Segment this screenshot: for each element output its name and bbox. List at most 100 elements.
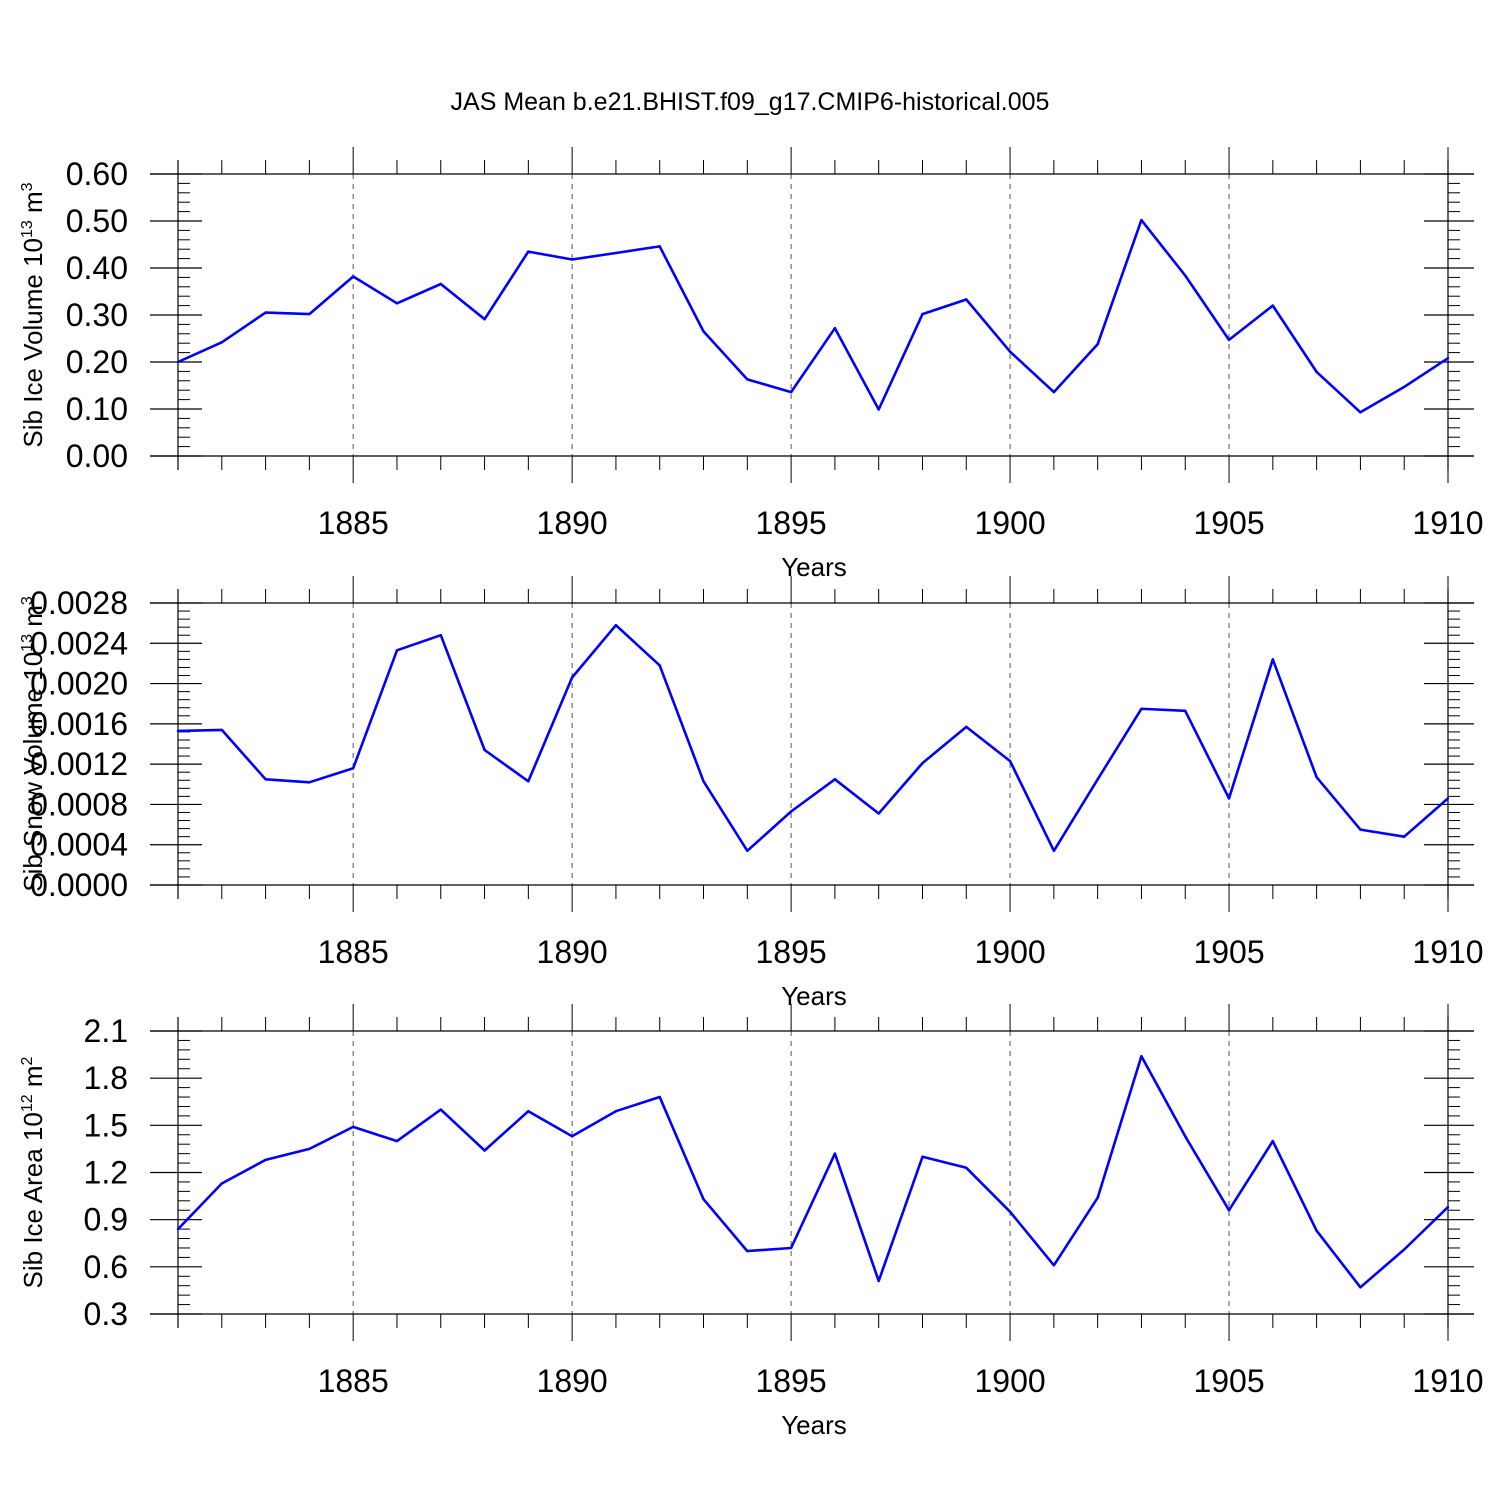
series-line [177,218,1449,414]
data-point [570,258,574,261]
data-point [1184,709,1187,712]
data-point [833,778,837,781]
data-point [702,330,705,333]
data-point [1446,797,1450,800]
chart-panel-1: 0.00 0.10 0.20 0.30 0.40 0.50 0.60 1885 1890 1895… [18,147,1484,582]
data-point [220,1182,223,1185]
x-tick-label: 1900 [974,1363,1045,1399]
y-tick-label: 1.8 [84,1060,128,1096]
data-point [1403,385,1406,389]
data-point [877,1279,880,1283]
x-tick-label: 1910 [1412,934,1483,970]
x-tick-label: 1885 [318,934,389,970]
y-tick-label: 0.10 [66,391,128,427]
y-tick-label: 0.40 [66,250,128,286]
data-point [220,728,223,732]
data-point [220,341,223,344]
data-point [176,729,180,733]
data-point [965,1166,968,1169]
y-axis-label: Sib Ice Area 1012 m2 [18,1056,48,1288]
data-point [439,634,442,637]
y-tick-label: 0.30 [66,297,128,333]
data-point [439,282,442,286]
y-tick-label: 0.0016 [30,706,128,742]
data-point [1227,797,1231,800]
data-point [746,378,749,381]
x-tick-label: 1895 [756,1363,827,1399]
data-point [264,778,267,781]
data-point [351,1125,355,1129]
data-point [483,318,486,321]
data-point [877,408,880,411]
data-point [527,780,530,783]
y-tick-label: 1.2 [84,1155,128,1191]
data-point [351,275,355,278]
data-point [439,1108,442,1111]
x-tick-label: 1900 [974,934,1045,970]
x-tick-label: 1905 [1193,934,1264,970]
data-point [965,298,968,301]
data-point [921,312,924,316]
data-point [1008,1210,1012,1214]
data-point [1315,370,1318,374]
data-point [527,1109,530,1113]
data-point [1359,828,1362,831]
data-point [176,360,180,364]
chart-panel-2: 0.0000 0.0004 0.0008 0.0012 0.0016 0.0020 0.00… [18,576,1484,1011]
data-point [1271,1139,1275,1143]
data-point [308,781,311,784]
data-point [833,326,837,330]
x-tick-label: 1910 [1412,1363,1483,1399]
series-line [177,1054,1449,1289]
data-point [1052,1264,1056,1267]
data-point [395,302,399,305]
x-axis-label: Years [781,981,847,1011]
x-tick-label: 1890 [537,1363,608,1399]
data-point [1140,218,1143,222]
data-point [1008,350,1012,353]
data-point [1184,1135,1187,1138]
data-point [702,1198,705,1201]
y-tick-label: 0.6 [84,1249,128,1285]
data-point [483,1149,486,1152]
x-axis-label: Years [781,1410,847,1440]
data-point [570,676,574,679]
x-tick-label: 1885 [318,505,389,541]
data-point [1446,357,1450,360]
y-tick-label: 0.0004 [30,827,128,863]
x-tick-label: 1905 [1193,1363,1264,1399]
data-point [1359,1286,1362,1289]
chart-title: JAS Mean b.e21.BHIST.f09_g17.CMIP6-histo… [451,88,1050,116]
data-point [1315,776,1318,779]
x-tick-label: 1895 [756,505,827,541]
data-point [395,649,399,652]
x-tick-label: 1885 [318,1363,389,1399]
data-point [264,311,267,314]
data-point [1052,390,1056,394]
y-tick-label: 0.9 [84,1202,128,1238]
y-tick-label: 0.00 [66,438,128,474]
y-axis-label: Sib Snow Volume 1013 m3 [18,596,48,892]
data-point [614,251,618,255]
y-tick-label: 0.0020 [30,666,128,702]
data-point [1315,1229,1318,1232]
data-point [877,812,880,815]
x-tick-label: 1900 [974,505,1045,541]
y-tick-label: 0.60 [66,156,128,192]
data-point [833,1152,837,1155]
data-point [614,1109,618,1113]
data-point [1271,304,1275,307]
y-tick-label: 2.1 [84,1013,128,1049]
data-point [1227,338,1231,342]
data-point [658,245,661,248]
data-point [658,664,661,667]
data-point [1096,778,1099,781]
data-point [1140,1054,1143,1058]
y-tick-label: 0.3 [84,1296,128,1332]
x-tick-label: 1890 [537,505,608,541]
x-tick-label: 1895 [756,934,827,970]
y-tick-label: 0.0024 [30,625,128,661]
data-point [921,1155,924,1158]
data-point [789,810,793,813]
data-point [921,761,924,765]
